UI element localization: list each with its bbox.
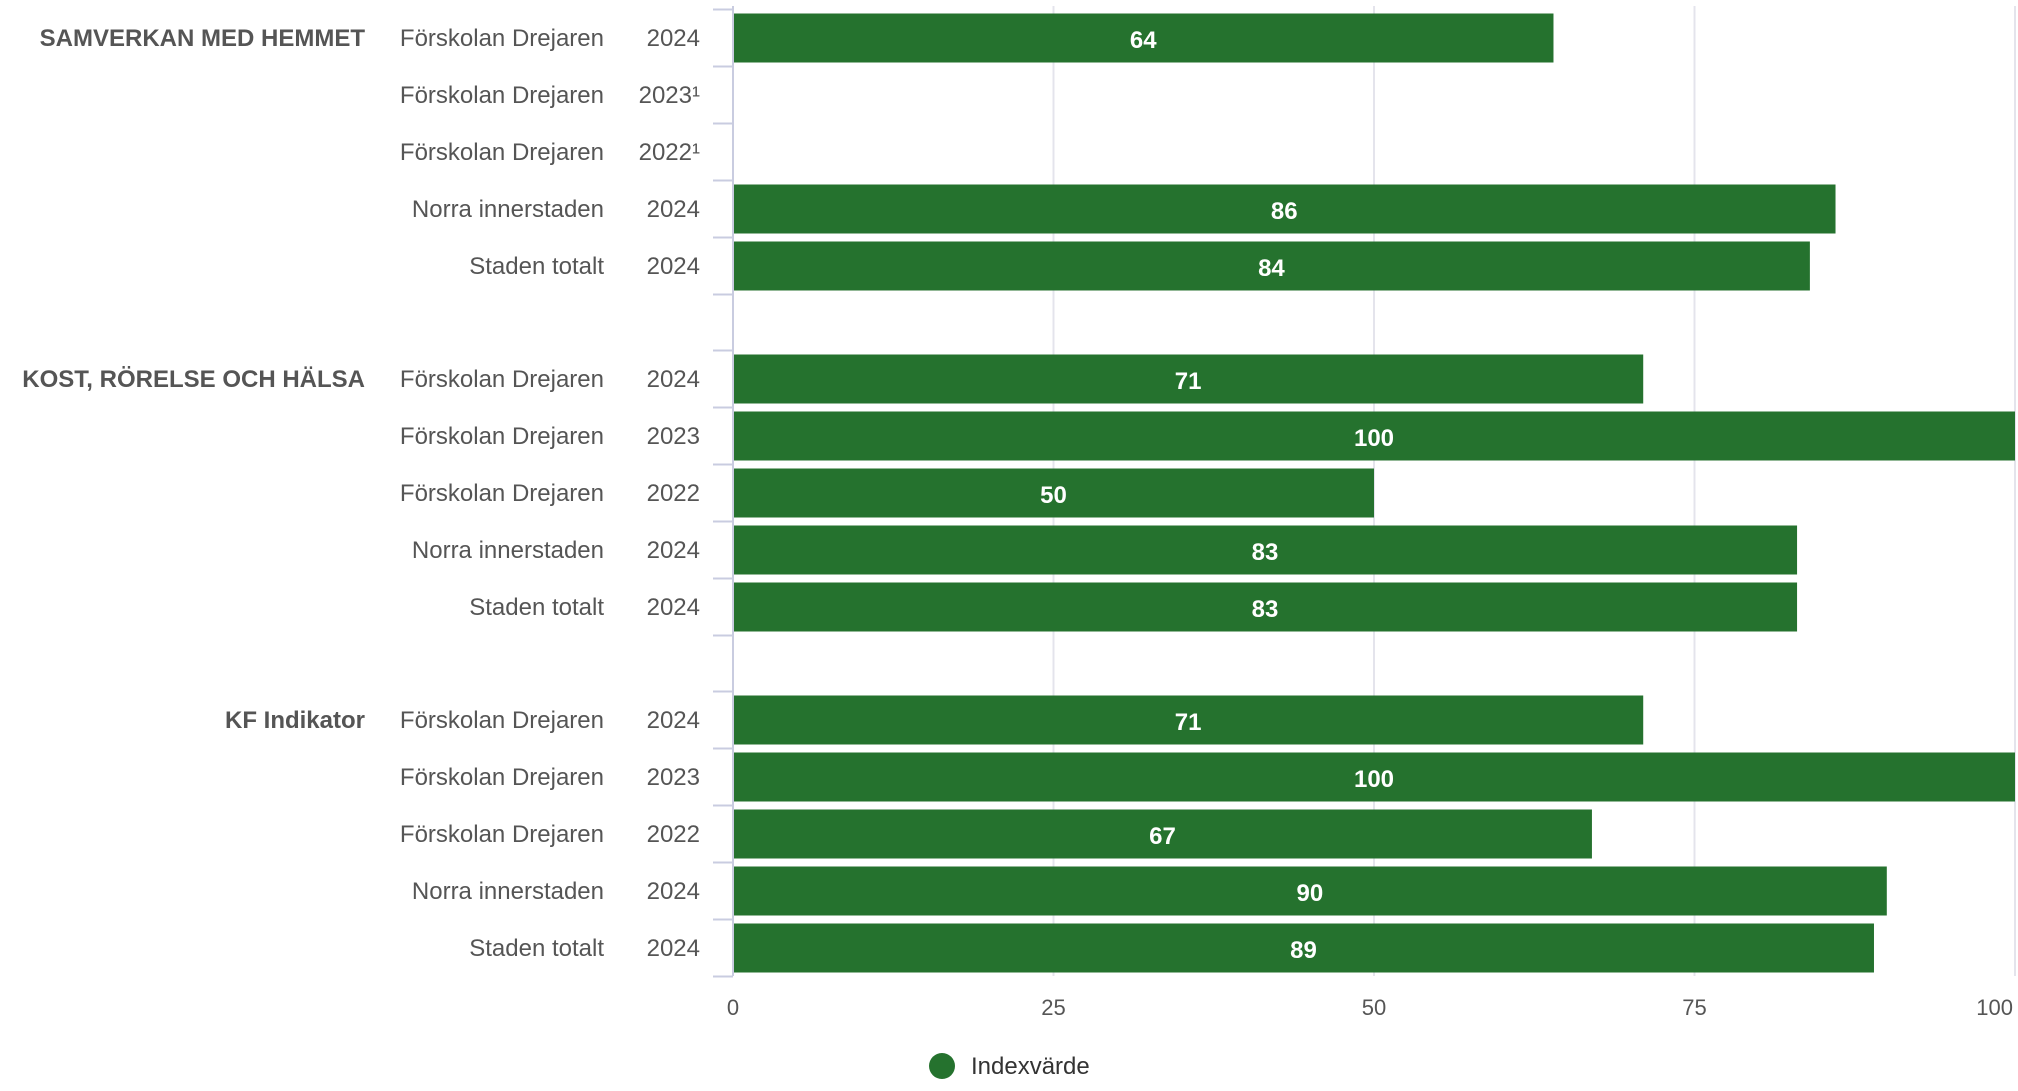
bar [733,184,1836,234]
bar [733,809,1592,859]
bar-value-label: 89 [1290,937,1317,964]
bar [733,468,1374,518]
bar-value-label: 71 [1175,368,1202,395]
axes: 0 25 50 75 100 [713,6,2013,1020]
unit-label: Förskolan Drejaren [400,480,604,507]
year-label: 2022 [647,480,700,507]
unit-label: Förskolan Drejaren [400,423,604,450]
legend-item[interactable]: Indexvärde [929,1053,1090,1080]
bar [733,923,1874,973]
year-label: 2024 [647,537,700,564]
bar-value-label: 90 [1297,880,1324,907]
group-label: SAMVERKAN MED HEMMET [40,25,366,52]
category-labels: SAMVERKAN MED HEMMET Förskolan Drejaren 20… [22,25,700,962]
unit-label: Norra innerstaden [412,196,604,223]
year-label: 2024 [647,366,700,393]
unit-label: Förskolan Drejaren [400,82,604,109]
group-label: KF Indikator [225,707,365,734]
bar-value-label: 83 [1252,596,1279,623]
unit-label: Förskolan Drejaren [400,821,604,848]
unit-label: Norra innerstaden [412,537,604,564]
unit-label: Staden totalt [469,594,604,621]
unit-label: Staden totalt [469,253,604,280]
unit-label: Norra innerstaden [412,878,604,905]
unit-label: Staden totalt [469,935,604,962]
bar [733,241,1810,291]
year-label: 2024 [647,25,700,52]
bar-value-label: 84 [1258,255,1285,282]
unit-label: Förskolan Drejaren [400,139,604,166]
bar-value-label: 100 [1354,766,1394,793]
unit-label: Förskolan Drejaren [400,764,604,791]
bar-value-label: 50 [1040,482,1067,509]
year-label: 2023 [647,764,700,791]
bar-value-label: 83 [1252,539,1279,566]
bar-value-label: 64 [1130,27,1157,54]
bar [733,695,1644,745]
year-label: 2024 [647,707,700,734]
legend-marker-icon [929,1053,955,1079]
bar-value-label: 86 [1271,198,1298,225]
unit-label: Förskolan Drejaren [400,707,604,734]
bar [733,866,1887,916]
bar-value-label: 100 [1354,425,1394,452]
bar [733,582,1798,632]
unit-label: Förskolan Drejaren [400,366,604,393]
x-tick-label: 0 [727,995,739,1020]
year-label: 2024 [647,196,700,223]
year-label: 2024 [647,878,700,905]
unit-label: Förskolan Drejaren [400,25,604,52]
bar [733,13,1554,63]
bar-value-label: 67 [1149,823,1176,850]
legend-label: Indexvärde [971,1053,1090,1080]
x-tick-label: 75 [1682,995,1706,1020]
group-label: KOST, RÖRELSE OCH HÄLSA [22,366,365,393]
year-label: 2024 [647,253,700,280]
year-label: 2023 [647,423,700,450]
year-label: 2024 [647,594,700,621]
year-label: 2022 [647,821,700,848]
year-label: 2022¹ [639,139,700,166]
year-label: 2024 [647,935,700,962]
bar-value-label: 71 [1175,709,1202,736]
year-label: 2023¹ [639,82,700,109]
bars: 64 86 84 71 100 50 83 83 71 100 67 90 89 [733,13,2015,973]
bar [733,411,2015,461]
bar [733,525,1798,575]
x-tick-label: 25 [1041,995,1065,1020]
bar [733,752,2015,802]
x-tick-label: 100 [1976,995,2013,1020]
x-tick-label: 50 [1362,995,1386,1020]
bar [733,354,1644,404]
legend[interactable]: Indexvärde [929,1053,1090,1080]
